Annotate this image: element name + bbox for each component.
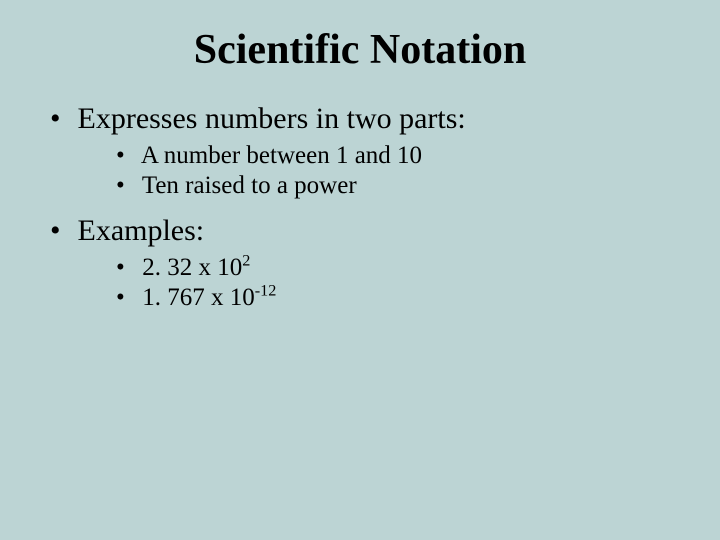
- list-item: Examples: 2. 32 x 102 1. 767 x 10-12: [30, 214, 690, 312]
- list-item: 1. 767 x 10-12: [116, 284, 690, 312]
- slide-title: Scientific Notation: [30, 26, 690, 74]
- bullet-text-base: 2. 32 x 10: [142, 254, 242, 281]
- bullet-text-base: 1. 767 x 10: [142, 284, 255, 311]
- exponent: -12: [255, 282, 277, 300]
- bullet-text: Expresses numbers in two parts:: [78, 102, 466, 135]
- bullet-text: Ten raised to a power: [142, 172, 357, 199]
- bullet-text: Examples:: [78, 214, 205, 247]
- slide: Scientific Notation Expresses numbers in…: [0, 0, 720, 540]
- sub-list: 2. 32 x 102 1. 767 x 10-12: [70, 254, 690, 312]
- bullet-list: Expresses numbers in two parts: A number…: [30, 102, 690, 312]
- sub-list: A number between 1 and 10 Ten raised to …: [70, 142, 690, 200]
- bullet-text: A number between 1 and 10: [141, 142, 422, 169]
- list-item: Ten raised to a power: [116, 172, 690, 200]
- exponent: 2: [242, 252, 250, 270]
- list-item: A number between 1 and 10: [116, 142, 690, 170]
- list-item: 2. 32 x 102: [116, 254, 690, 282]
- list-item: Expresses numbers in two parts: A number…: [30, 102, 690, 200]
